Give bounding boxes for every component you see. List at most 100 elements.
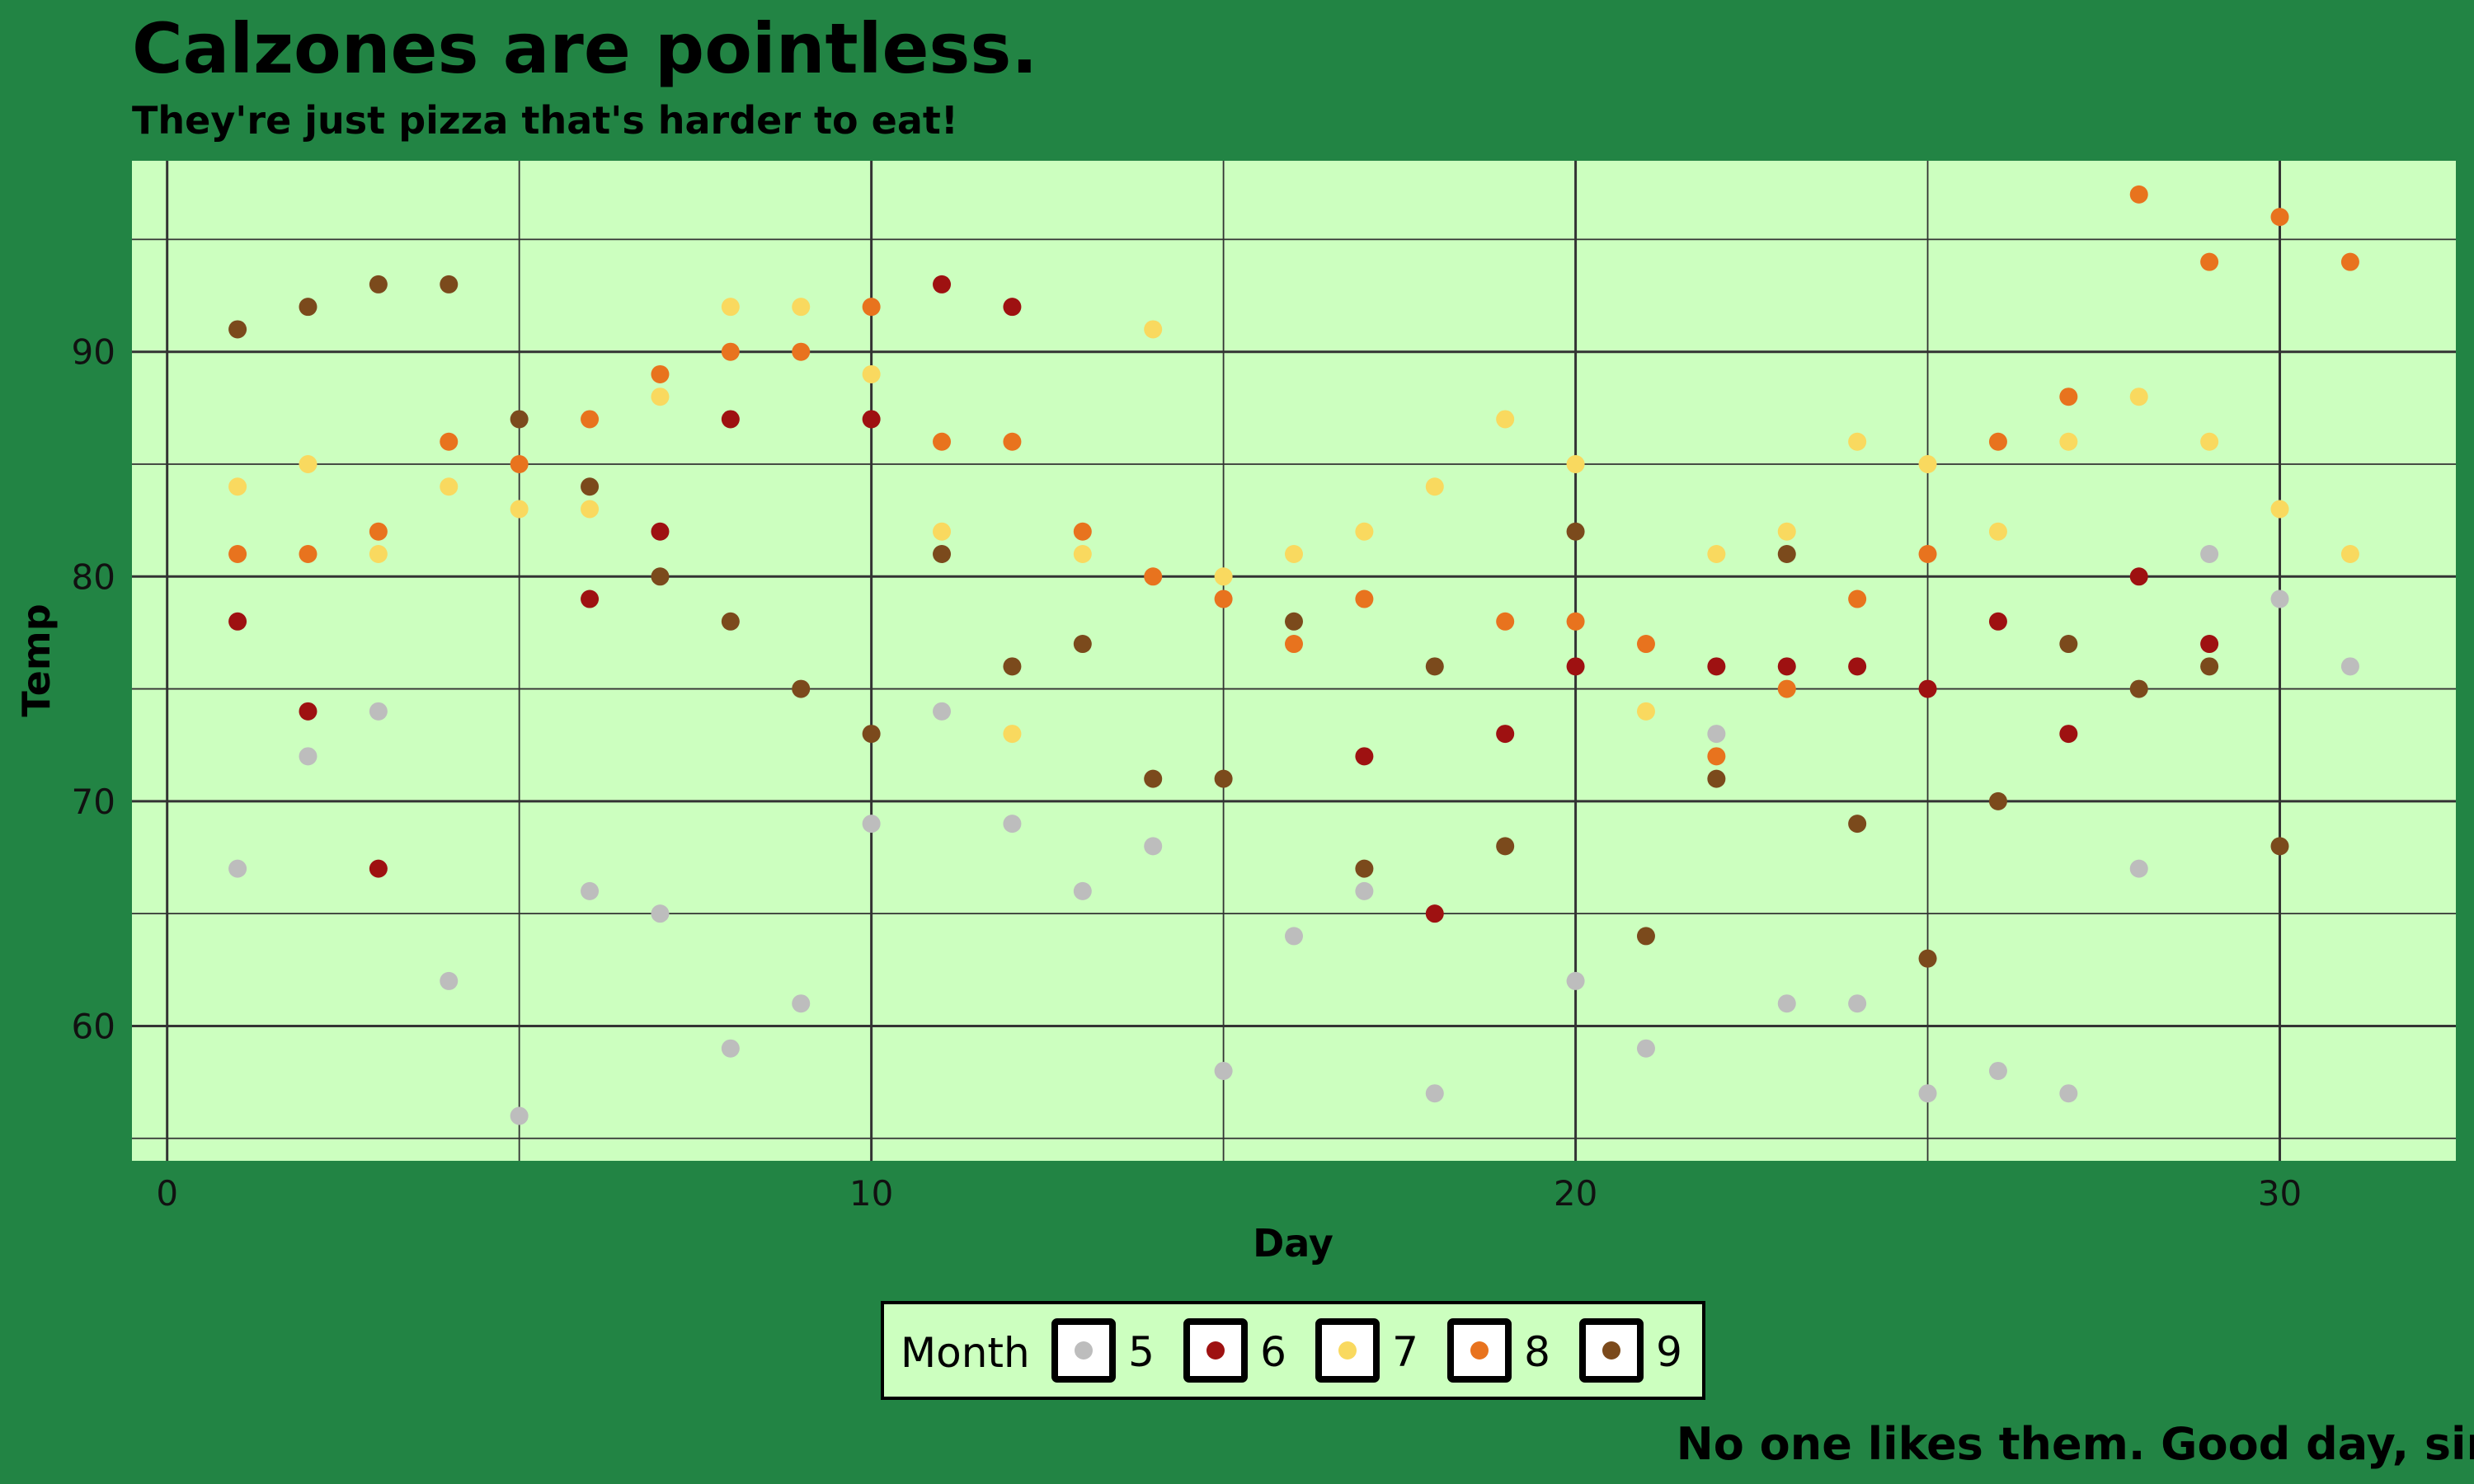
chart-subtitle: They're just pizza that's harder to eat!	[132, 98, 958, 143]
data-point-month-6	[1425, 904, 1444, 923]
data-point-month-7	[1355, 522, 1374, 541]
data-point-month-8	[1566, 612, 1585, 631]
data-point-month-8	[792, 342, 811, 361]
data-point-month-9	[1214, 769, 1233, 788]
data-point-month-9	[299, 298, 317, 317]
data-point-month-9	[1848, 815, 1867, 834]
data-point-month-9	[510, 410, 529, 429]
data-point-month-8	[1003, 432, 1022, 451]
data-point-month-8	[1285, 635, 1303, 654]
data-point-month-5	[2059, 1084, 2078, 1103]
data-point-month-8	[721, 342, 740, 361]
data-point-month-7	[440, 477, 459, 496]
data-point-month-9	[1003, 657, 1022, 676]
data-point-month-5	[1636, 1039, 1655, 1058]
data-point-month-7	[1073, 545, 1092, 564]
data-point-month-9	[862, 725, 881, 744]
data-point-month-8	[2340, 252, 2359, 271]
data-point-month-9	[721, 612, 740, 631]
data-point-month-8	[2129, 185, 2148, 204]
data-point-month-8	[1073, 522, 1092, 541]
data-point-month-9	[792, 679, 811, 698]
grid-lines	[132, 161, 2456, 1161]
x-tick-label: 20	[1554, 1173, 1597, 1214]
data-point-month-5	[933, 702, 952, 721]
data-point-month-7	[1777, 522, 1796, 541]
data-point-month-5	[1918, 1084, 1937, 1103]
y-tick-label: 60	[72, 1006, 115, 1046]
data-point-month-7	[2129, 387, 2148, 406]
y-tick-labels: 60 70 80 90	[72, 332, 115, 1047]
data-point-month-8	[581, 410, 600, 429]
data-point-month-8	[2059, 387, 2078, 406]
data-point-month-5	[2200, 545, 2219, 564]
data-point-month-8	[862, 298, 881, 317]
data-point-month-9	[1707, 769, 1726, 788]
data-point-month-5	[862, 815, 881, 834]
data-point-month-8	[933, 432, 952, 451]
data-point-month-8	[2270, 208, 2289, 227]
data-point-month-9	[1636, 927, 1655, 946]
data-point-month-5	[299, 747, 317, 766]
data-point-month-8	[1496, 612, 1515, 631]
data-point-month-7	[299, 454, 317, 473]
data-point-month-5	[1214, 1061, 1233, 1080]
legend-label-8: 8	[1524, 1328, 1550, 1376]
data-point-month-7	[792, 298, 811, 317]
data-point-month-6	[1355, 747, 1374, 766]
data-point-month-7	[933, 522, 952, 541]
data-point-month-9	[1073, 635, 1092, 654]
legend-items: 5 6 7 8 9	[1051, 1318, 1682, 1383]
data-point-month-9	[2270, 837, 2289, 856]
data-point-month-6	[1496, 725, 1515, 744]
data-point-month-8	[510, 454, 529, 473]
data-point-month-6	[1777, 657, 1796, 676]
data-point-month-7	[1636, 702, 1655, 721]
data-point-month-6	[2200, 635, 2219, 654]
data-point-month-7	[1988, 522, 2007, 541]
data-point-month-6	[1918, 679, 1937, 698]
data-point-month-5	[1355, 881, 1374, 900]
data-point-month-5	[1003, 815, 1022, 834]
data-point-month-8	[1144, 567, 1163, 586]
data-point-month-6	[1988, 612, 2007, 631]
data-point-month-5	[1144, 837, 1163, 856]
data-point-month-9	[2200, 657, 2219, 676]
legend-swatch-8	[1470, 1341, 1489, 1360]
data-point-month-5	[369, 702, 388, 721]
legend: Month 5 6 7 8 9	[881, 1301, 1705, 1400]
data-point-month-5	[1848, 994, 1867, 1013]
data-point-month-8	[1707, 747, 1726, 766]
data-point-month-7	[1425, 477, 1444, 496]
data-point-month-6	[2059, 725, 2078, 744]
data-point-month-5	[1707, 725, 1726, 744]
legend-box	[881, 1301, 1705, 1400]
data-point-month-6	[933, 275, 952, 294]
y-tick-label: 90	[72, 332, 115, 373]
legend-swatch-9	[1602, 1341, 1620, 1360]
data-point-month-9	[651, 567, 670, 586]
data-point-month-7	[369, 545, 388, 564]
plot-panel	[132, 161, 2456, 1161]
data-point-month-9	[1496, 837, 1515, 856]
data-point-month-5	[510, 1106, 529, 1125]
data-point-month-8	[1636, 635, 1655, 654]
legend-swatch-5	[1075, 1341, 1093, 1360]
data-point-month-9	[228, 320, 247, 339]
data-point-month-5	[2129, 859, 2148, 878]
data-point-month-8	[1355, 589, 1374, 608]
data-point-month-7	[1144, 320, 1163, 339]
data-point-month-9	[1918, 949, 1937, 968]
data-point-month-5	[1073, 881, 1092, 900]
data-point-month-9	[1566, 522, 1585, 541]
data-points	[228, 185, 2359, 1125]
data-point-month-9	[1355, 859, 1374, 878]
data-point-month-5	[792, 994, 811, 1013]
data-point-month-5	[228, 859, 247, 878]
data-point-month-5	[1988, 1061, 2007, 1080]
data-point-month-8	[1988, 432, 2007, 451]
y-axis-title: Temp	[14, 603, 59, 716]
legend-label-6: 6	[1260, 1328, 1286, 1376]
data-point-month-9	[1988, 791, 2007, 810]
